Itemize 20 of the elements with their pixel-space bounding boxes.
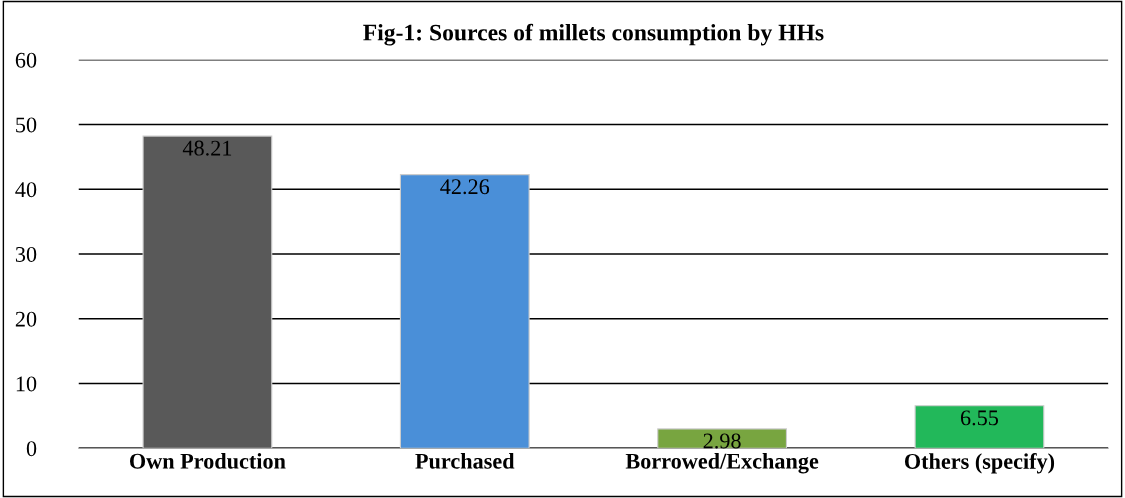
- x-tick-label: Own Production: [129, 453, 286, 469]
- y-tick-label: 30: [15, 246, 37, 262]
- y-tick-label: 60: [15, 52, 37, 68]
- y-tick-label: 20: [15, 311, 37, 327]
- chart-title: Fig-1: Sources of millets consumption by HHs: [363, 23, 824, 46]
- bar: [914, 405, 1045, 449]
- y-tick-label: 50: [16, 117, 37, 133]
- data-label: 48.21: [182, 140, 232, 156]
- bar: [142, 135, 273, 449]
- x-tick-label: Others (specify): [904, 453, 1055, 474]
- data-label: 2.98: [703, 433, 741, 449]
- data-label: 42.26: [440, 179, 490, 195]
- y-tick-label: 0: [26, 441, 37, 457]
- x-tick-label: Purchased: [415, 453, 515, 469]
- x-tick-label: Borrowed/Exchange: [625, 453, 819, 474]
- bar: [657, 428, 788, 449]
- data-label: 6.55: [960, 410, 999, 426]
- bar: [399, 174, 530, 449]
- y-tick-label: 10: [16, 376, 37, 392]
- y-tick-label: 40: [15, 182, 37, 198]
